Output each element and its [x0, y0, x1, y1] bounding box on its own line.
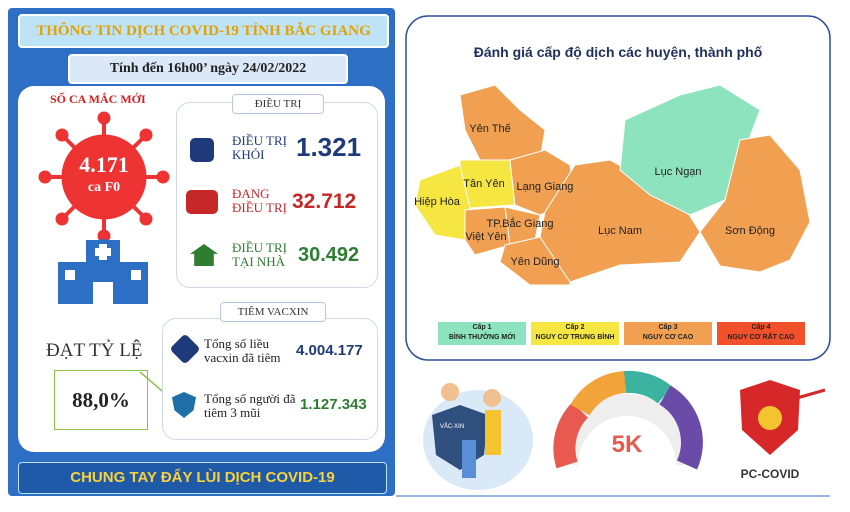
district — [699, 134, 811, 273]
legend-label: NGUY CƠ RẤT CAO — [727, 334, 795, 341]
legend-level: Cấp 4 — [751, 324, 771, 331]
vaccine-title: TIÊM VACXIN — [220, 302, 326, 322]
treatment-label: ĐANG ĐIỀU TRỊ — [232, 186, 288, 215]
vaccine-value: 4.004.177 — [296, 342, 363, 359]
treatment-title: ĐIỀU TRỊ — [232, 94, 324, 114]
icon-recovered — [190, 138, 214, 162]
district-label: Việt Yên — [465, 231, 506, 243]
district-label: Hiệp Hòa — [414, 196, 461, 208]
app-text: PC-COVID — [741, 467, 800, 481]
district-label: Sơn Động — [725, 225, 775, 237]
vaccine-label: Tổng số liều vacxin đã tiêm — [204, 336, 281, 365]
virus-icon — [38, 111, 170, 243]
title-banner: THÔNG TIN DỊCH COVID-19 TỈNH BẮC GIANG — [18, 14, 389, 48]
legend-label: NGUY CƠ TRUNG BÌNH — [535, 334, 615, 341]
rate-value: 88,0% — [54, 370, 148, 430]
case-unit: ca F0 — [87, 180, 121, 195]
icon-treating — [186, 190, 218, 214]
family-icon — [423, 383, 533, 490]
treatment-label: ĐIỀU TRỊ KHỎI — [232, 133, 288, 162]
icon-home — [190, 244, 218, 266]
vaccine-card — [162, 318, 378, 440]
hospital-icon — [58, 239, 148, 304]
new-cases-label: SỐ CA MẮC MỚI — [50, 92, 146, 106]
district-label: Lục Ngạn — [654, 166, 701, 178]
5k-text: 5K — [612, 431, 643, 458]
district-label: Lạng Giang — [517, 181, 574, 193]
legend-item: Cấp 1 BÌNH THƯỜNG MỚI — [438, 322, 526, 345]
treatment-value: 32.712 — [292, 190, 357, 213]
district-label: TP.Bắc Giang — [486, 217, 553, 230]
map — [414, 84, 811, 286]
rate-label: ĐẠT TỶ LỆ — [46, 340, 143, 361]
legend-level: Cấp 2 — [565, 324, 585, 331]
district-label: Lục Nam — [598, 225, 642, 237]
badge-text: VẮC-XIN — [440, 422, 464, 430]
legend-item: Cấp 3 NGUY CƠ CAO — [624, 322, 712, 345]
5k-icon — [553, 370, 703, 470]
legend-label: BÌNH THƯỜNG MỚI — [448, 334, 516, 341]
date-banner: Tính đến 16h00’ ngày 24/02/2022 — [68, 54, 348, 84]
treatment-value: 30.492 — [298, 244, 360, 266]
footer: CHUNG TAY ĐẨY LÙI DỊCH COVID-19 — [18, 462, 387, 494]
district-label: Tân Yên — [463, 178, 504, 190]
district — [464, 206, 511, 256]
pc-covid-icon — [740, 380, 826, 455]
legend-level: Cấp 3 — [658, 324, 678, 331]
treatment-label: ĐIỀU TRỊ TẠI NHÀ — [232, 240, 288, 269]
legend-level: Cấp 1 — [472, 324, 492, 331]
legend-item: Cấp 2 NGUY CƠ TRUNG BÌNH — [531, 322, 619, 345]
vaccine-value: 1.127.343 — [300, 396, 367, 413]
district-label: Yên Dũng — [511, 256, 560, 268]
map-title: Đánh giá cấp độ dịch các huyện, thành ph… — [473, 44, 763, 60]
vaccine-label: Tổng số người đã tiêm 3 mũi — [204, 391, 296, 420]
case-value: 4.171 — [79, 152, 129, 177]
district-label: Yên Thế — [469, 123, 510, 135]
legend-item: Cấp 4 NGUY CƠ RẤT CAO — [717, 322, 805, 345]
legend-label: NGUY CƠ CAO — [642, 334, 694, 341]
treatment-value: 1.321 — [296, 132, 362, 162]
